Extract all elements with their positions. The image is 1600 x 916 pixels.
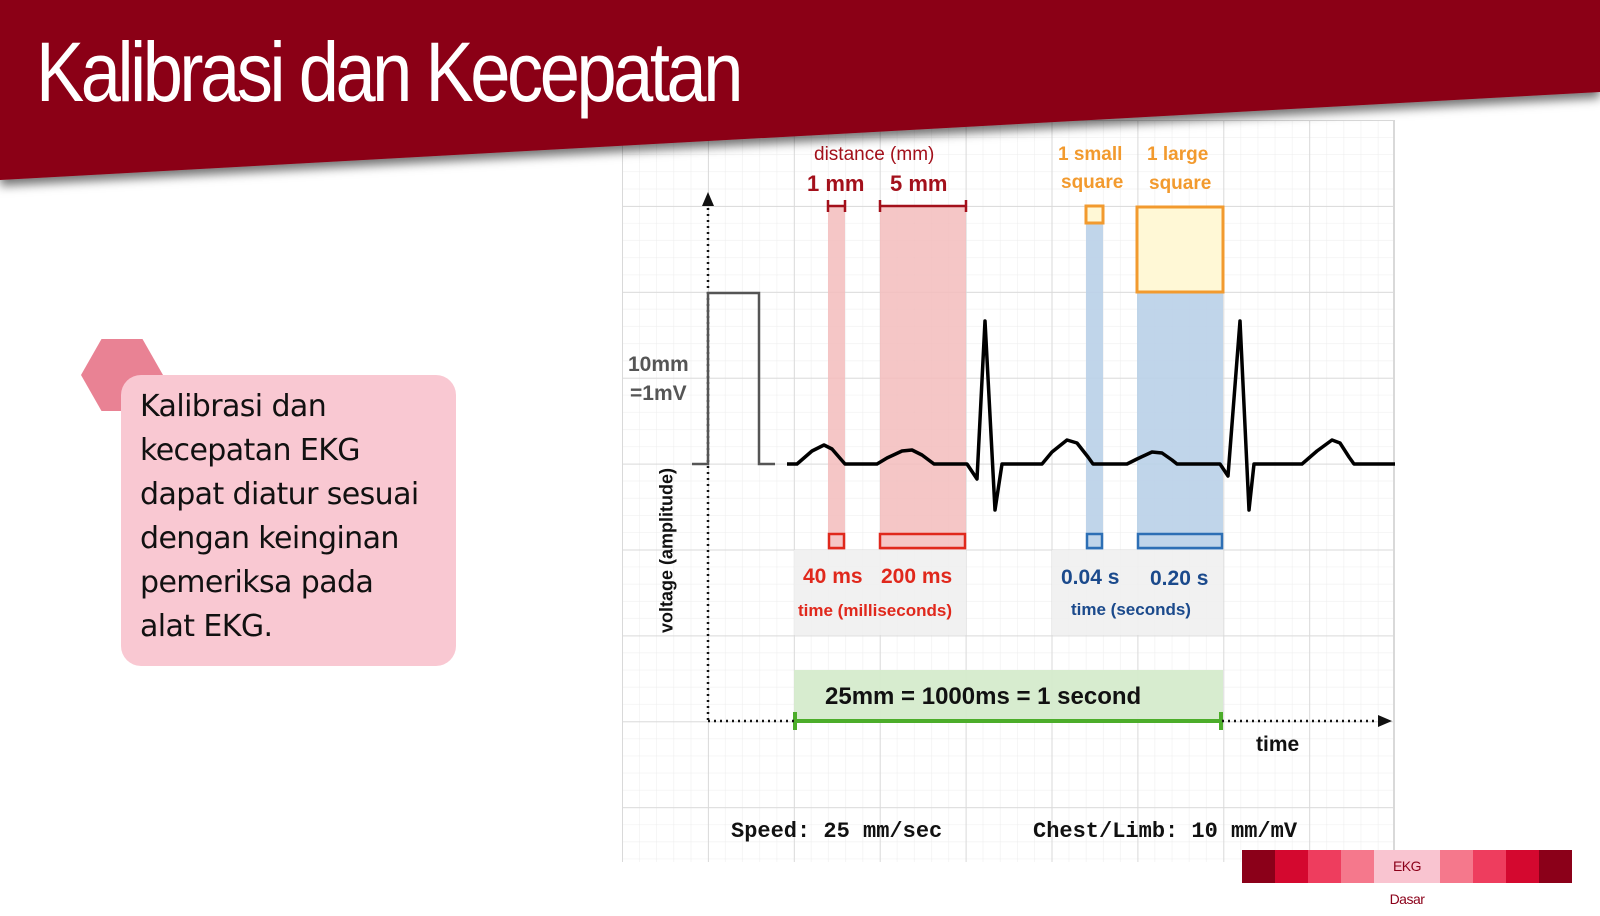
footer-swatch: [1506, 850, 1539, 883]
callout-line: kecepatan EKG: [140, 433, 361, 468]
time-200ms-label: 200 ms: [881, 565, 953, 588]
callout-line: Kalibrasi dan: [140, 389, 327, 424]
ecg-trace: [787, 319, 1395, 512]
one-second-bracket: [793, 712, 1223, 730]
footer-swatch: [1275, 850, 1308, 883]
calibration-label-2: =1mV: [630, 382, 687, 405]
callout-line: alat EKG.: [140, 609, 273, 644]
distance-1mm-label: 1 mm: [807, 171, 865, 196]
calibration-label-1: 10mm: [628, 353, 689, 376]
time-004s-label: 0.04 s: [1061, 566, 1120, 589]
footer-swatch: [1539, 850, 1572, 883]
x-axis-arrow-icon: [1378, 715, 1392, 727]
y-axis-label: voltage (amplitude): [656, 468, 677, 634]
y-axis-arrow-icon: [702, 192, 714, 206]
title-banner: [0, 0, 1600, 180]
footer-swatch: [1473, 850, 1506, 883]
large-square-label-2: square: [1149, 173, 1212, 194]
time-ms-header: time (milliseconds): [798, 601, 952, 620]
footer-swatch: [1242, 850, 1275, 883]
speed-label: Speed: 25 mm/sec: [731, 819, 943, 844]
one-second-label: 25mm = 1000ms = 1 second: [825, 683, 1142, 710]
calibration-pulse: [692, 291, 775, 466]
time-020s-label: 0.20 s: [1150, 567, 1209, 590]
time-40ms-label: 40 ms: [803, 565, 863, 588]
footer-swatch: [1341, 850, 1374, 883]
footer-label: EKG Dasar: [1374, 850, 1440, 907]
ecg-grid: [622, 120, 1395, 862]
time-s-header: time (seconds): [1071, 600, 1191, 619]
callout-line: dapat diatur sesuai: [140, 477, 419, 512]
gain-label: Chest/Limb: 10 mm/mV: [1033, 819, 1298, 844]
callout-line: dengan keinginan: [140, 521, 399, 556]
footer-swatch: [1440, 850, 1473, 883]
distance-header: distance (mm): [814, 144, 935, 165]
small-square-label-2: square: [1061, 172, 1124, 193]
footer-swatch: [1308, 850, 1341, 883]
large-square-label-1: 1 large: [1147, 144, 1209, 165]
ecg-diagram: distance (mm) 1 mm 5 mm 1 small square 1…: [622, 120, 1395, 862]
distance-5mm-label: 5 mm: [890, 171, 948, 196]
page-title: Kalibrasi dan Kecepatan: [36, 25, 743, 119]
footer-bar: EKG Dasar: [1242, 850, 1572, 907]
x-axis-label: time: [1256, 733, 1300, 756]
callout-box: Kalibrasi dan kecepatan EKG dapat diatur…: [121, 375, 456, 666]
callout-line: pemeriksa pada: [140, 565, 374, 600]
distance-brackets: [826, 200, 968, 212]
small-square-label-1: 1 small: [1058, 144, 1123, 165]
